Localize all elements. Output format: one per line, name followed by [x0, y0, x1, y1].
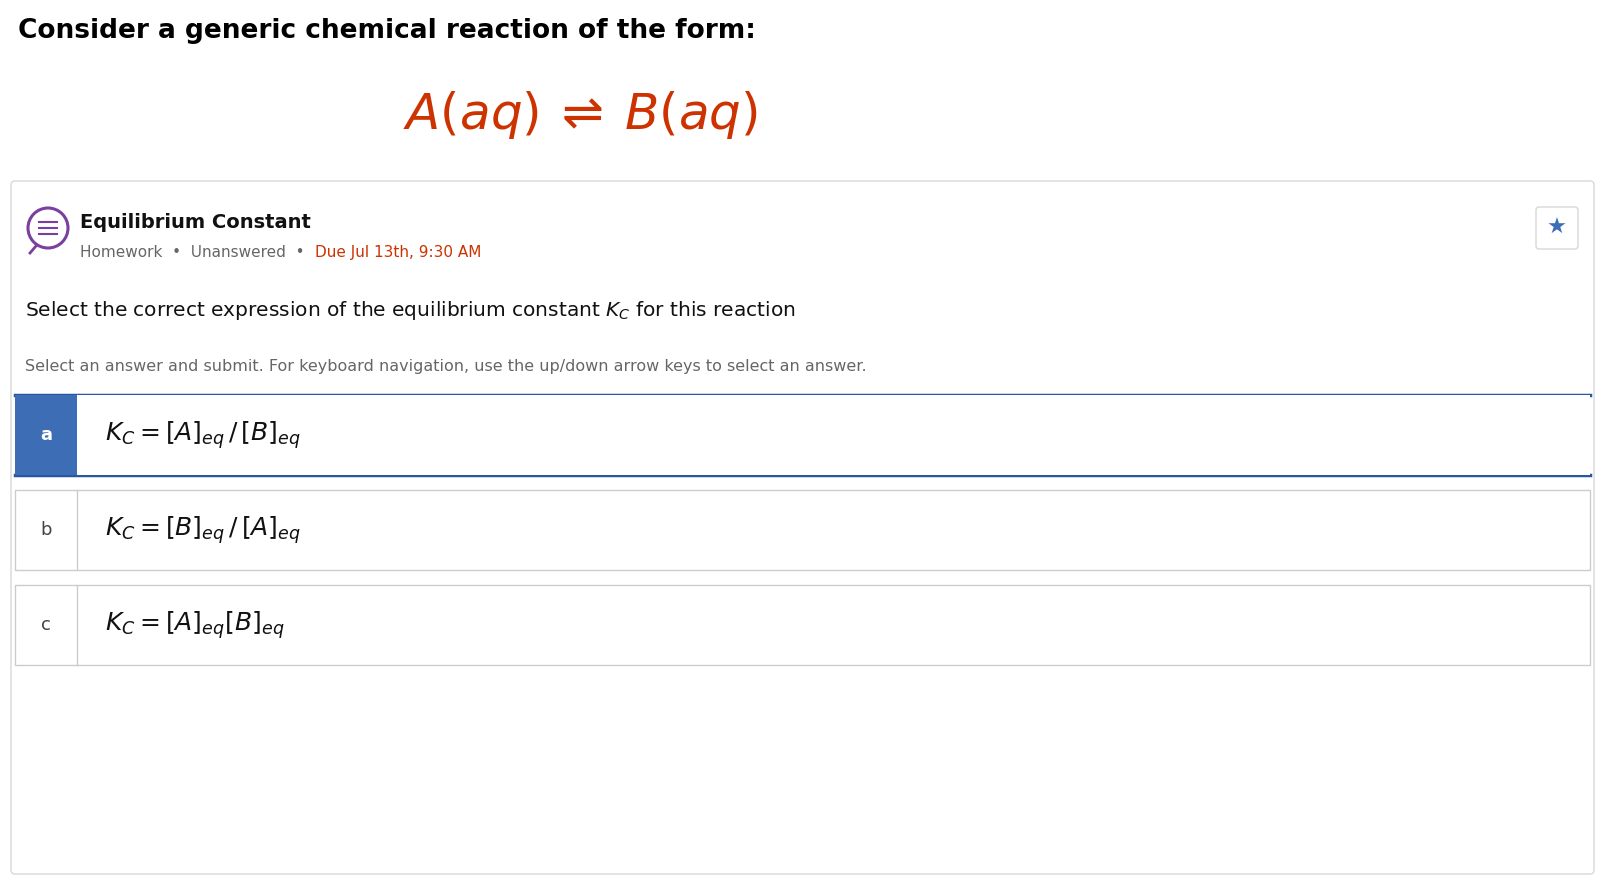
Text: c: c [42, 616, 51, 634]
Text: Consider a generic chemical reaction of the form:: Consider a generic chemical reaction of … [18, 18, 756, 44]
Text: Select an answer and submit. For keyboard navigation, use the up/down arrow keys: Select an answer and submit. For keyboar… [26, 359, 867, 374]
Text: a: a [40, 426, 51, 444]
Text: $K_C = [A]_{eq}\,/\,[B]_{eq}$: $K_C = [A]_{eq}\,/\,[B]_{eq}$ [104, 419, 302, 451]
Text: ★: ★ [1547, 218, 1566, 238]
Text: b: b [40, 521, 51, 539]
Bar [77, 395, 1591, 475]
Bar [14, 585, 1591, 665]
Text: $K_C = [B]_{eq}\,/\,[A]_{eq}$: $K_C = [B]_{eq}\,/\,[A]_{eq}$ [104, 514, 302, 546]
Text: Due Jul 13th, 9:30 AM: Due Jul 13th, 9:30 AM [315, 245, 481, 260]
Text: $K_C = [A]_{eq}[B]_{eq}$: $K_C = [A]_{eq}[B]_{eq}$ [104, 610, 284, 641]
Text: $\mathit{A}(aq)\:\rightleftharpoons\:\mathit{B}(aq)$: $\mathit{A}(aq)\:\rightleftharpoons\:\ma… [403, 89, 758, 141]
Bar [14, 490, 1591, 570]
Text: Homework  •  Unanswered  •: Homework • Unanswered • [80, 245, 315, 260]
FancyBboxPatch shape [11, 181, 1594, 874]
FancyBboxPatch shape [1536, 207, 1578, 249]
Bar [14, 395, 77, 475]
Text: Equilibrium Constant: Equilibrium Constant [80, 213, 311, 231]
Text: Select the correct expression of the equilibrium constant $K_C$ for this reactio: Select the correct expression of the equ… [26, 299, 796, 322]
